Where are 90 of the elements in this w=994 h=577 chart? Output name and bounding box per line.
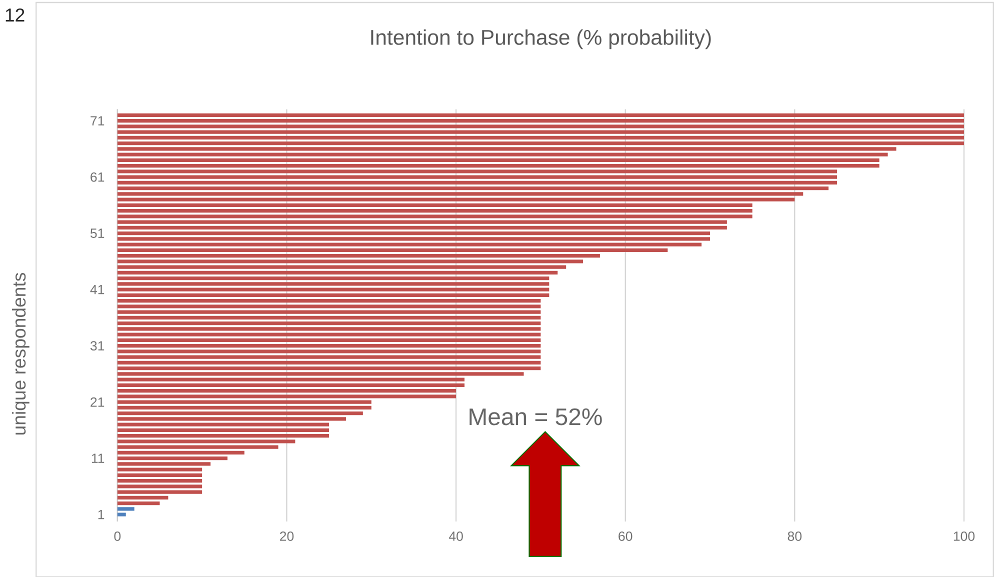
bar: [117, 506, 134, 510]
bar: [117, 164, 880, 168]
bar: [117, 338, 541, 342]
bar: [117, 203, 752, 207]
bar: [117, 378, 465, 382]
bar: [117, 434, 330, 438]
bar: [117, 355, 541, 359]
bar: [117, 270, 558, 274]
bar: [117, 501, 160, 505]
bar: [117, 113, 964, 117]
bar: [117, 400, 372, 404]
bar: [117, 276, 550, 280]
bar: [117, 231, 710, 235]
bar: [117, 220, 727, 224]
bar: [117, 473, 202, 477]
bar: [117, 136, 964, 140]
bar: [117, 406, 372, 410]
bar: [117, 158, 880, 162]
bar: [117, 124, 964, 128]
text: 12: [6, 8, 24, 22]
x-tick-label: 40: [448, 531, 463, 541]
bar: [117, 304, 541, 308]
bar: [117, 146, 896, 151]
y-tick-label: 71: [90, 116, 104, 126]
bar: [117, 214, 752, 218]
y-tick-label: 51: [90, 228, 104, 238]
bar: [117, 468, 202, 472]
bar: [117, 141, 964, 145]
bar: [117, 394, 456, 398]
x-tick-label: 100: [954, 531, 975, 541]
bar: [117, 226, 727, 230]
y-tick-label: 21: [90, 397, 104, 406]
chart-title: Intention to Purchase (% probability): [371, 29, 711, 49]
x-tick-label: 0: [114, 531, 121, 541]
x-tick-label: 80: [788, 531, 802, 541]
bar: [117, 198, 795, 202]
bar: [117, 169, 837, 174]
bar: [117, 186, 829, 190]
bar: [117, 349, 541, 354]
bar: [117, 298, 541, 302]
bar: [117, 310, 541, 314]
bar: [117, 422, 330, 426]
bar: [117, 175, 837, 179]
bar: [117, 208, 752, 212]
bar: [117, 512, 126, 516]
bar: [117, 344, 541, 348]
bar: [117, 180, 837, 184]
bar: [117, 383, 465, 387]
bar: [117, 496, 168, 500]
bar: [117, 288, 550, 292]
bar: [117, 265, 566, 269]
bar: [117, 462, 211, 466]
bar: [117, 316, 541, 320]
bar: [117, 416, 346, 420]
y-axis-title: unique respondents: [12, 272, 30, 434]
bar: [117, 360, 541, 364]
bar: [117, 282, 550, 286]
y-tick-label: 31: [90, 340, 104, 350]
y-tick-label: 11: [92, 453, 104, 463]
bar: [117, 478, 202, 482]
bar: [117, 242, 702, 246]
bar: [117, 428, 330, 432]
bar: [117, 366, 541, 370]
bar: [117, 332, 541, 336]
bar: [117, 236, 710, 241]
bar: [117, 192, 804, 196]
x-tick-label: 20: [280, 531, 294, 541]
bar: [117, 490, 202, 494]
bar: [117, 254, 600, 258]
bar: [117, 411, 363, 415]
bar: [117, 388, 456, 392]
y-tick-label: 1: [98, 510, 104, 519]
bar: [117, 445, 278, 449]
x-tick-label: 60: [618, 531, 632, 541]
y-tick-label: 41: [90, 284, 104, 294]
bar: [117, 439, 296, 443]
bar: [117, 152, 888, 156]
bar: [117, 372, 524, 376]
bar: [117, 456, 228, 460]
bar: [117, 248, 668, 252]
bar: [117, 484, 202, 488]
y-tick-label: 61: [90, 172, 104, 182]
bar: [117, 293, 550, 297]
bar: [117, 259, 584, 264]
bar: [117, 118, 964, 122]
bar: [117, 130, 964, 134]
bar: [117, 326, 541, 331]
bar: [117, 321, 541, 325]
annotation: Mean = 52%: [470, 408, 602, 426]
bar: [117, 450, 244, 454]
